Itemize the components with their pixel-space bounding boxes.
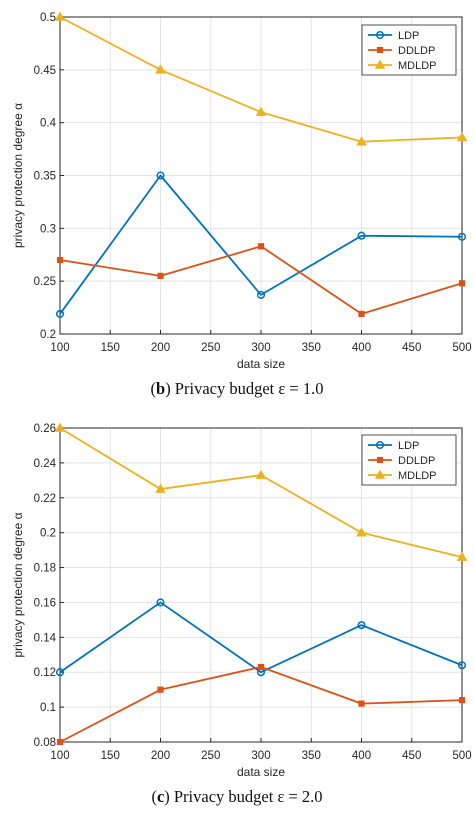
data-point-ldp <box>357 621 366 630</box>
y-tick-label: 0.14 <box>34 632 57 644</box>
x-axis-label: data size <box>237 357 285 371</box>
legend-label-ddldp: DDLDP <box>398 455 435 467</box>
y-tick-label: 0.22 <box>34 493 56 505</box>
data-point-ldp <box>55 309 65 318</box>
y-axis-label: privacy protection degree α <box>11 512 25 657</box>
x-tick-label: 300 <box>251 342 270 354</box>
series-line-ldp <box>59 601 463 674</box>
legend-marker-ddldp <box>376 46 384 54</box>
legend: LDP DDLDP MDLDP <box>361 434 457 486</box>
y-tick-label: 0.5 <box>40 12 56 24</box>
data-point-ddldp <box>257 663 265 671</box>
x-tick-label: 350 <box>302 342 321 354</box>
y-tick-label: 0.35 <box>34 171 56 183</box>
data-point-mdldp <box>54 422 66 432</box>
y-tick-label: 0.25 <box>34 276 56 288</box>
legend-marker-mdldp <box>374 59 386 69</box>
series-line-ldp <box>59 174 463 315</box>
data-point-ddldp <box>56 738 64 746</box>
series-ddldp <box>56 663 466 746</box>
data-point-ddldp <box>358 700 365 707</box>
legend-label-ddldp: DDLDP <box>398 45 435 57</box>
data-point-ddldp <box>257 243 265 250</box>
legend: LDP DDLDP MDLDP <box>361 24 457 76</box>
data-point-ldp <box>457 232 467 241</box>
data-point-mdldp <box>54 11 66 21</box>
x-tick-label: 250 <box>201 750 220 762</box>
legend-label-ldp: LDP <box>398 440 419 452</box>
y-axis-label: privacy protection degree α <box>11 103 25 248</box>
x-tick-label: 450 <box>402 342 421 354</box>
legend-label-mdldp: MDLDP <box>398 470 437 482</box>
data-point-mdldp <box>255 106 267 116</box>
x-tick-label: 100 <box>50 750 69 762</box>
chart-panel-c: 100 150 200 250 300 350 400 450 500 0.08 0.1 0.12 0.… <box>11 422 472 806</box>
y-tick-label: 0.2 <box>40 528 56 540</box>
legend-marker-ldp <box>375 440 385 450</box>
data-point-ddldp <box>56 256 64 264</box>
x-tick-label: 350 <box>302 750 321 762</box>
series-ldp <box>55 171 467 318</box>
data-point-ldp <box>156 598 165 607</box>
y-tick-label: 0.4 <box>40 118 57 130</box>
x-tick-label: 300 <box>251 750 270 762</box>
y-tick-label: 0.08 <box>34 737 56 749</box>
data-point-ddldp <box>157 686 164 693</box>
x-tick-label: 500 <box>452 342 471 354</box>
data-point-mdldp <box>155 483 166 493</box>
x-tick-label: 200 <box>151 750 170 762</box>
series-mdldp <box>54 422 468 561</box>
x-tick-label: 100 <box>50 342 69 354</box>
caption: (b) Privacy budget ε = 1.0 <box>151 379 324 398</box>
data-point-mdldp <box>356 527 367 537</box>
data-point-ddldp <box>458 697 466 704</box>
x-tick-label: 200 <box>151 342 170 354</box>
y-tick-label: 0.12 <box>34 667 56 679</box>
data-point-ldp <box>357 231 366 240</box>
y-tick-label: 0.16 <box>34 597 56 609</box>
chart-panel-b: 100 150 200 250 300 350 400 450 500 0.2 0.25 0.3 0.3… <box>11 11 472 398</box>
y-tick-label: 0.18 <box>34 563 56 575</box>
series-ddldp <box>56 243 466 318</box>
x-tick-label: 400 <box>352 342 371 354</box>
x-tick-label: 500 <box>452 750 471 762</box>
y-tick-label: 0.45 <box>34 65 56 77</box>
data-point-ddldp <box>358 310 365 318</box>
data-point-ddldp <box>157 272 164 279</box>
x-tick-label: 250 <box>201 342 220 354</box>
x-tick-label: 450 <box>402 750 421 762</box>
data-point-mdldp <box>155 64 166 74</box>
caption: (c) Privacy budget ε = 2.0 <box>151 787 322 806</box>
y-tick-label: 0.26 <box>34 423 56 435</box>
series-mdldp <box>54 11 468 146</box>
series-ldp <box>55 598 467 677</box>
y-tick-label: 0.24 <box>34 458 57 470</box>
y-tick-label: 0.3 <box>40 223 56 235</box>
x-tick-label: 150 <box>101 342 120 354</box>
legend-label-mdldp: MDLDP <box>398 60 437 72</box>
data-point-ldp <box>457 661 467 670</box>
x-axis-label: data size <box>237 765 285 779</box>
x-tick-label: 150 <box>101 750 120 762</box>
data-point-ldp <box>55 668 65 677</box>
data-point-mdldp <box>255 469 267 479</box>
data-point-mdldp <box>356 136 367 146</box>
y-tick-label: 0.2 <box>40 329 56 341</box>
data-point-ldp <box>156 171 165 180</box>
data-point-mdldp <box>456 551 468 561</box>
data-point-ddldp <box>458 280 466 287</box>
legend-marker-ldp <box>375 30 385 40</box>
y-tick-label: 0.1 <box>40 702 56 714</box>
legend-label-ldp: LDP <box>398 30 419 42</box>
legend-marker-ddldp <box>376 456 384 464</box>
x-tick-label: 400 <box>352 750 371 762</box>
legend-marker-mdldp <box>374 469 386 479</box>
data-point-ldp <box>256 290 266 299</box>
data-point-mdldp <box>456 132 468 142</box>
